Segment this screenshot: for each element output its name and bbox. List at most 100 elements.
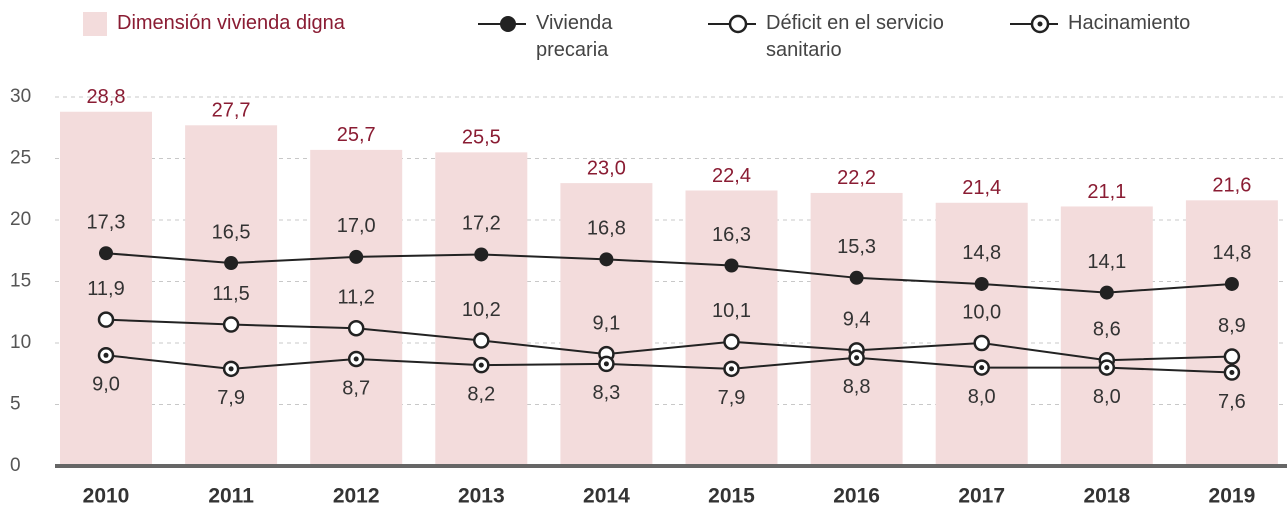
value-label: 15,3 bbox=[837, 236, 876, 258]
marker bbox=[1224, 276, 1239, 291]
y-tick-label: 5 bbox=[10, 394, 21, 415]
bar bbox=[810, 192, 903, 466]
bar bbox=[935, 202, 1028, 466]
marker-dot bbox=[849, 270, 864, 285]
marker bbox=[224, 256, 239, 271]
bar bbox=[435, 152, 528, 466]
marker-dot bbox=[974, 276, 989, 291]
x-tick-label: 2016 bbox=[833, 485, 880, 508]
swatch-dot bbox=[500, 16, 516, 32]
value-label: 11,2 bbox=[337, 287, 374, 309]
bar-value-label: 23,0 bbox=[587, 157, 626, 179]
value-label: 14,1 bbox=[1087, 251, 1126, 273]
marker-ring bbox=[723, 333, 740, 351]
marker-dot bbox=[349, 249, 364, 264]
value-label: 10,2 bbox=[462, 299, 501, 321]
marker-dot bbox=[474, 247, 489, 262]
value-label: 9,4 bbox=[843, 309, 871, 331]
value-label: 7,6 bbox=[1218, 391, 1246, 413]
x-tick-label: 2011 bbox=[208, 485, 254, 508]
value-label: 17,3 bbox=[87, 211, 126, 233]
value-label: 16,3 bbox=[712, 224, 751, 246]
legend-label: Déficit en el servicio sanitario bbox=[766, 12, 944, 61]
value-label: 9,0 bbox=[92, 374, 120, 396]
marker-center bbox=[979, 365, 985, 371]
marker bbox=[473, 356, 490, 374]
value-label: 8,3 bbox=[592, 382, 620, 404]
legend-label: Vivienda precaria bbox=[536, 12, 613, 61]
legend-swatch bbox=[1010, 14, 1058, 34]
marker bbox=[598, 355, 615, 373]
legend-item: Déficit en el servicio sanitario bbox=[708, 10, 966, 64]
marker bbox=[973, 334, 990, 352]
line bbox=[105, 354, 1232, 374]
marker-dot bbox=[224, 256, 239, 271]
marker bbox=[724, 258, 739, 273]
marker-center bbox=[854, 355, 860, 361]
bar-value-label: 22,4 bbox=[712, 165, 751, 187]
bar bbox=[560, 183, 653, 466]
swatch bbox=[83, 12, 107, 36]
marker bbox=[349, 249, 364, 264]
value-label: 8,9 bbox=[1218, 315, 1246, 337]
legend-item: Dimensión vivienda digna bbox=[83, 10, 417, 37]
bar-value-label: 21,6 bbox=[1212, 175, 1251, 197]
marker bbox=[973, 359, 990, 376]
legend-item: Vivienda precaria bbox=[478, 10, 656, 64]
value-label: 10,0 bbox=[962, 301, 1001, 323]
marker-dot bbox=[1099, 285, 1114, 300]
y-tick-label: 20 bbox=[10, 209, 31, 230]
y-tick-label: 0 bbox=[10, 455, 21, 476]
marker bbox=[1223, 348, 1241, 365]
swatch-marker bbox=[728, 14, 748, 34]
x-tick-label: 2017 bbox=[958, 485, 1005, 508]
line bbox=[105, 252, 1232, 294]
value-label: 14,8 bbox=[962, 242, 1001, 264]
marker bbox=[347, 319, 365, 337]
y-tick-label: 30 bbox=[10, 86, 31, 107]
marker bbox=[1099, 285, 1114, 300]
swatch-ring bbox=[728, 14, 748, 34]
bar bbox=[310, 149, 403, 466]
value-label: 8,0 bbox=[1093, 386, 1121, 408]
bar bbox=[1185, 200, 1278, 466]
legend-swatch bbox=[478, 16, 526, 32]
bar bbox=[1060, 206, 1153, 466]
value-label: 16,5 bbox=[212, 221, 251, 243]
swatch-marker bbox=[500, 16, 516, 32]
value-label: 8,8 bbox=[843, 376, 871, 398]
bar bbox=[685, 190, 778, 467]
marker-center bbox=[228, 366, 234, 372]
value-label: 8,0 bbox=[968, 386, 996, 408]
marker-center bbox=[353, 356, 359, 362]
value-label: 10,1 bbox=[712, 300, 751, 322]
x-tick-label: 2019 bbox=[1209, 485, 1256, 508]
marker bbox=[222, 360, 240, 378]
legend-item: Hacinamiento bbox=[1010, 10, 1268, 37]
swatch-marker bbox=[1030, 14, 1050, 34]
marker-dot bbox=[724, 258, 739, 273]
marker-ring bbox=[97, 311, 115, 328]
legend-swatch bbox=[83, 12, 107, 36]
x-tick-label: 2014 bbox=[583, 485, 630, 508]
marker bbox=[848, 349, 865, 367]
line bbox=[105, 318, 1232, 362]
marker bbox=[347, 350, 365, 368]
x-tick-label: 2018 bbox=[1083, 485, 1130, 508]
marker bbox=[849, 270, 864, 285]
marker bbox=[473, 332, 490, 349]
marker-dot bbox=[99, 246, 113, 261]
marker-ring bbox=[347, 319, 365, 337]
swatch-center bbox=[1037, 21, 1043, 27]
marker bbox=[723, 360, 740, 378]
bar bbox=[60, 111, 152, 466]
marker bbox=[222, 316, 240, 333]
value-label: 8,7 bbox=[342, 377, 370, 399]
marker bbox=[99, 246, 113, 261]
marker-ring bbox=[222, 316, 240, 333]
marker bbox=[723, 333, 740, 351]
bar-value-label: 25,7 bbox=[337, 124, 376, 146]
marker-center bbox=[103, 352, 109, 358]
value-label: 7,9 bbox=[217, 387, 245, 409]
